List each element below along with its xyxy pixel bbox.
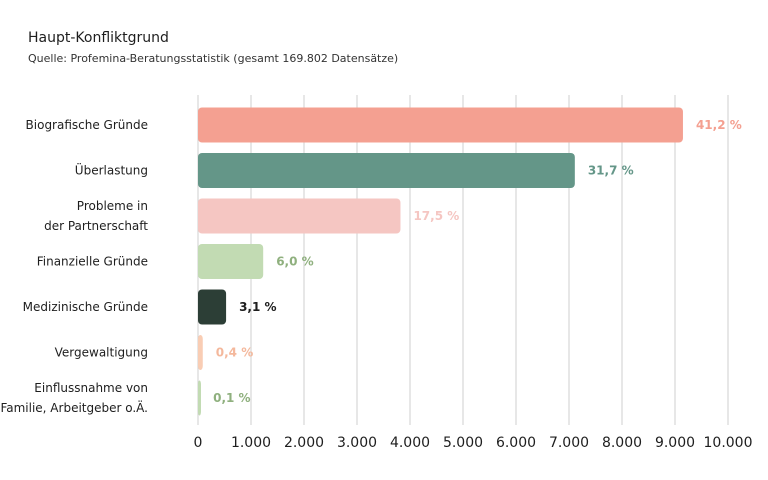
x-tick-label: 3.000 bbox=[337, 435, 377, 451]
x-tick-label: 4.000 bbox=[390, 435, 430, 451]
x-tick-label: 9.000 bbox=[655, 435, 695, 451]
bar bbox=[198, 289, 227, 325]
chart-subtitle: Quelle: Profemina-Beratungsstatistik (ge… bbox=[28, 52, 399, 65]
chart-title: Haupt-Konfliktgrund bbox=[28, 30, 169, 46]
value-label: 0,4 % bbox=[216, 346, 253, 360]
x-tick-label: 1.000 bbox=[231, 435, 271, 451]
x-axis-ticks: 0 1.000 2.000 3.000 4.000 5.000 6.000 7.000 8.00… bbox=[194, 435, 753, 451]
bar bbox=[198, 244, 264, 279]
category-label: Probleme in der Partnerschaft bbox=[44, 199, 148, 233]
category-labels: Biografische Gründe Überlastung Probleme i… bbox=[0, 118, 148, 415]
value-label: 0,1 % bbox=[213, 391, 250, 405]
category-label: Einflussnahme von Familie, Arbeitgeber o.… bbox=[0, 381, 148, 415]
category-label: Überlastung bbox=[75, 162, 148, 178]
x-tick-label: 6.000 bbox=[496, 435, 536, 451]
bar bbox=[198, 198, 401, 234]
value-label: 31,7 % bbox=[588, 164, 634, 178]
bar bbox=[198, 107, 683, 143]
value-label: 3,1 % bbox=[239, 300, 276, 314]
bars bbox=[198, 107, 683, 416]
x-tick-label: 7.000 bbox=[549, 435, 589, 451]
category-label: Biografische Gründe bbox=[26, 118, 148, 132]
bar bbox=[198, 380, 201, 416]
gridlines bbox=[197, 95, 729, 425]
x-tick-label: 5.000 bbox=[443, 435, 483, 451]
x-tick-label: 0 bbox=[194, 435, 203, 451]
value-label: 41,2 % bbox=[696, 118, 742, 132]
x-tick-label: 8.000 bbox=[602, 435, 642, 451]
x-tick-label: 10.000 bbox=[704, 435, 753, 451]
value-label: 6,0 % bbox=[276, 255, 313, 269]
value-label: 17,5 % bbox=[413, 209, 459, 223]
category-label: Finanzielle Gründe bbox=[37, 255, 148, 269]
x-tick-label: 2.000 bbox=[284, 435, 324, 451]
category-label: Medizinische Gründe bbox=[23, 300, 148, 314]
value-labels: 41,2 % 31,7 % 17,5 % 6,0 % 3,1 % 0,4 % 0,1 % bbox=[213, 118, 742, 405]
category-label: Vergewaltigung bbox=[55, 346, 148, 360]
bar bbox=[198, 153, 575, 188]
bar bbox=[198, 335, 203, 370]
